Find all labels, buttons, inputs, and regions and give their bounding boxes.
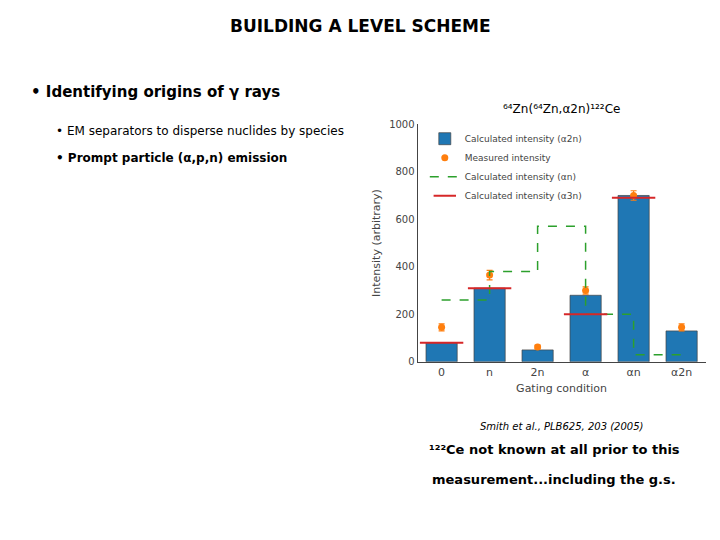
svg-text:600: 600 [396, 214, 415, 225]
svg-text:measurement...including the g.: measurement...including the g.s. [432, 472, 676, 487]
svg-text:• EM separators to disperse nu: • EM separators to disperse nuclides by … [56, 124, 344, 138]
svg-text:α: α [582, 366, 589, 379]
svg-text:• Identifying origins of γ ray: • Identifying origins of γ rays [31, 83, 280, 101]
svg-text:Calculated intensity (α2n): Calculated intensity (α2n) [465, 134, 582, 144]
svg-text:Measured intensity: Measured intensity [465, 153, 552, 163]
svg-text:αn: αn [626, 366, 640, 379]
svg-text:1000: 1000 [389, 119, 414, 130]
svg-text:Intensity (arbitrary): Intensity (arbitrary) [370, 189, 383, 297]
svg-text:Calculated intensity (α3n): Calculated intensity (α3n) [465, 191, 582, 201]
svg-text:Calculated intensity (αn): Calculated intensity (αn) [465, 172, 576, 182]
svg-text:0: 0 [408, 356, 414, 367]
svg-text:n: n [486, 366, 493, 379]
svg-text:• Prompt particle (α,p,n) emis: • Prompt particle (α,p,n) emission [56, 151, 287, 165]
svg-text:Smith et al., PLB625, 203 (200: Smith et al., PLB625, 203 (2005) [480, 421, 643, 432]
svg-text:α2n: α2n [671, 366, 692, 379]
svg-text:0: 0 [438, 366, 445, 379]
svg-text:800: 800 [396, 166, 415, 177]
svg-text:400: 400 [396, 261, 415, 272]
svg-text:¹²²Ce not known at all prior t: ¹²²Ce not known at all prior to this [429, 442, 680, 457]
svg-text:200: 200 [396, 309, 415, 320]
svg-text:2n: 2n [531, 366, 545, 379]
svg-text:Gating condition: Gating condition [516, 382, 607, 395]
svg-text:BUILDING A LEVEL SCHEME: BUILDING A LEVEL SCHEME [230, 16, 491, 36]
svg-text:⁶⁴Zn(⁶⁴Zn,α2n)¹²²Ce: ⁶⁴Zn(⁶⁴Zn,α2n)¹²²Ce [503, 102, 620, 116]
